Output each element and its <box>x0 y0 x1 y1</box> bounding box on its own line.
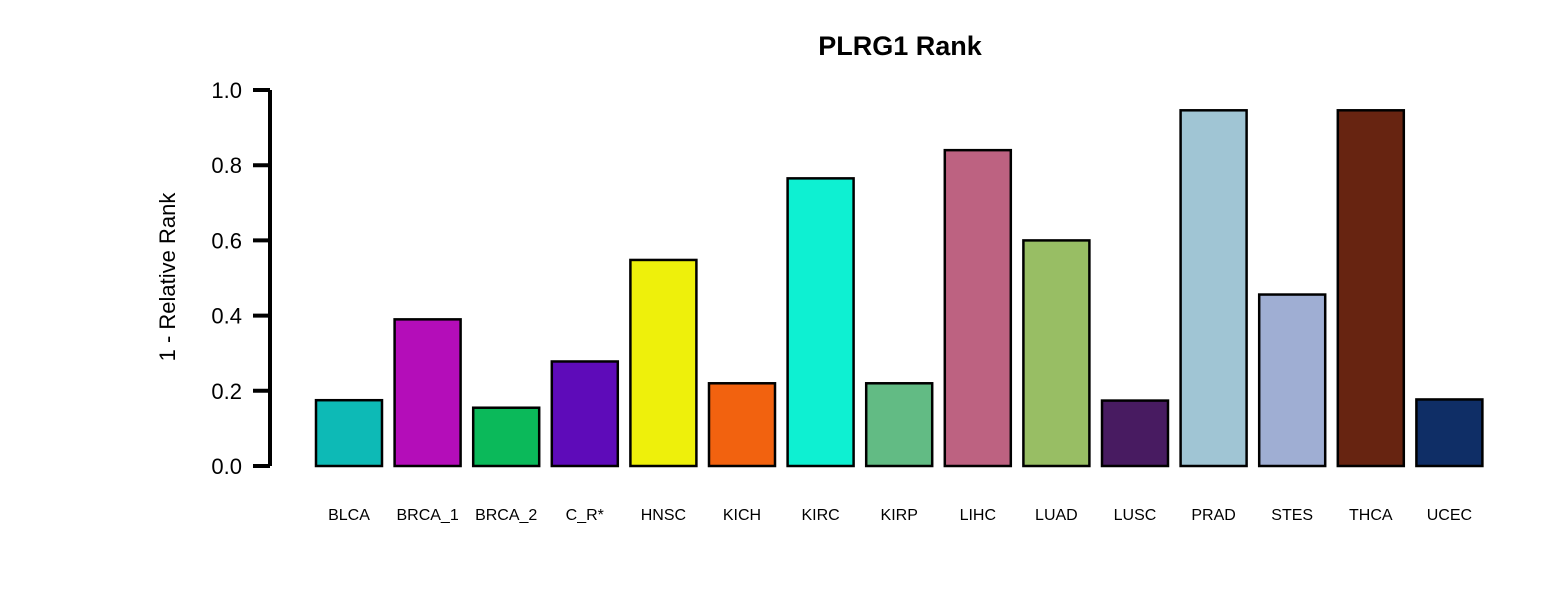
x-tick-label: THCA <box>1349 507 1393 524</box>
bar-lihc <box>943 148 1013 468</box>
x-tick-label: KIRP <box>881 507 918 524</box>
x-tick-label: KIRC <box>801 507 839 524</box>
bar-ucec <box>1415 398 1484 468</box>
y-tick-label: 0.6 <box>211 228 242 253</box>
bars-group <box>314 109 1484 468</box>
bar-lusc <box>1100 399 1170 468</box>
bar-prad <box>1179 109 1248 468</box>
x-tick-label: KICH <box>723 507 761 524</box>
bar-brca-1 <box>393 318 462 468</box>
x-tick-label: UCEC <box>1427 507 1472 524</box>
x-tick-label: HNSC <box>641 507 686 524</box>
x-tick-label: LIHC <box>960 507 996 524</box>
bar-stes <box>1257 293 1327 468</box>
x-tick-label: STES <box>1271 507 1313 524</box>
bar-kirp <box>864 382 934 468</box>
bar-brca-2 <box>471 406 541 468</box>
y-tick-label: 0.2 <box>211 379 242 404</box>
x-tick-label: BRCA_1 <box>396 507 458 524</box>
bar-luad <box>1022 239 1091 468</box>
x-tick-label: C_R* <box>566 507 604 524</box>
x-tick-label: PRAD <box>1191 507 1235 524</box>
x-tick-label: LUSC <box>1114 507 1157 524</box>
chart-title: PLRG1 Rank <box>818 31 983 61</box>
bar-kirc <box>786 177 855 468</box>
y-tick-label: 0.8 <box>211 153 242 178</box>
y-tick-label: 1.0 <box>211 78 242 103</box>
x-tick-label: BLCA <box>328 507 370 524</box>
y-axis: 0.0 0.2 0.4 0.6 0.8 1.0 <box>211 78 272 479</box>
bar-hnsc <box>629 258 698 468</box>
bar-blca <box>314 398 384 468</box>
x-tick-label: LUAD <box>1035 507 1078 524</box>
y-tick-label: 0.4 <box>211 304 242 329</box>
x-tick-label: BRCA_2 <box>475 507 537 524</box>
y-axis-label: 1 - Relative Rank <box>155 192 180 362</box>
bar-thca <box>1336 109 1406 468</box>
bar-c-r <box>550 360 620 468</box>
bar-kich <box>707 382 777 468</box>
x-axis-labels: BLCA BRCA_1 BRCA_2 C_R* HNSC KICH KIRC KIRP LIHC… <box>328 507 1472 524</box>
y-tick-label: 0.0 <box>211 454 242 479</box>
